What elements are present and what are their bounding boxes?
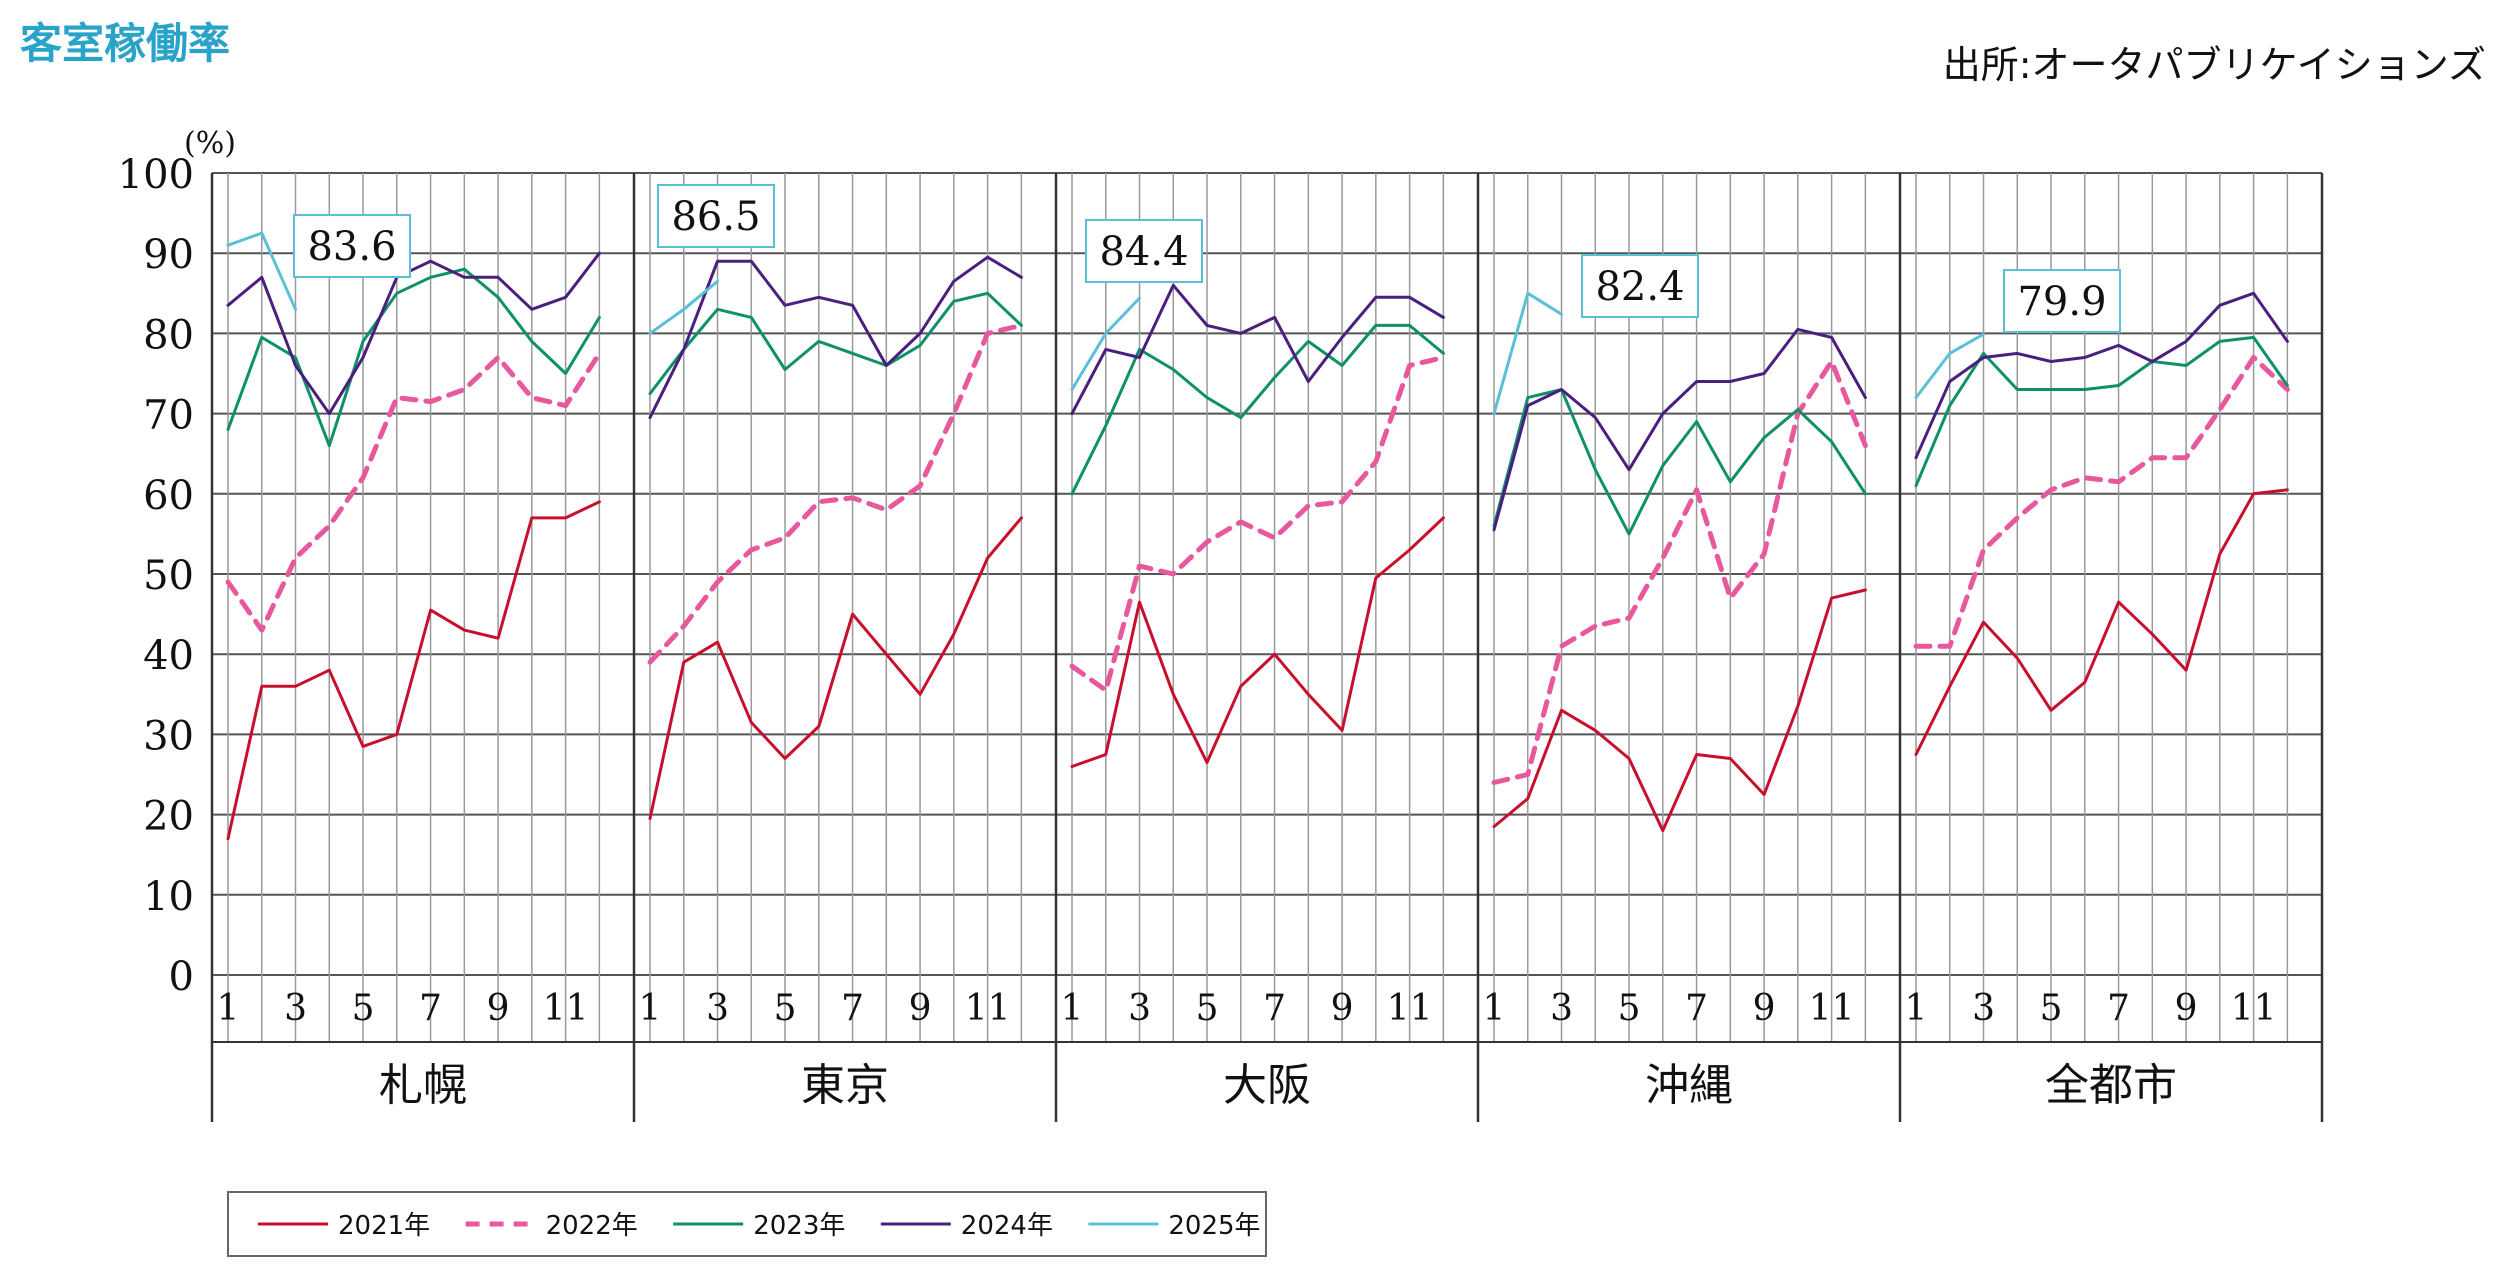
y-tick-label: 90 — [143, 232, 194, 278]
series-line-2023 — [1070, 323, 1445, 496]
x-tick-label: 3 — [1972, 988, 1995, 1029]
legend-label: 2025年 — [1168, 1211, 1260, 1241]
series-line-2024 — [226, 251, 601, 416]
series-line-2025 — [1070, 296, 1141, 391]
y-tick-label: 40 — [143, 633, 194, 679]
chart-title: 客室稼働率 — [20, 19, 231, 68]
series-line-2024 — [1070, 283, 1445, 416]
x-tick-label: 9 — [487, 988, 510, 1029]
x-tick-label: 11 — [1809, 988, 1855, 1029]
x-tick-label: 11 — [543, 988, 589, 1029]
annotation-box — [657, 184, 775, 248]
y-tick-label: 50 — [143, 553, 194, 599]
x-tick-label: 9 — [1331, 988, 1354, 1029]
x-tick-label: 3 — [1128, 988, 1151, 1029]
panel-name: 沖縄 — [1645, 1060, 1733, 1111]
x-tick-label: 5 — [2040, 988, 2063, 1029]
series-line-2024 — [648, 255, 1023, 420]
series-line-2021 — [648, 516, 1023, 821]
x-tick-label: 1 — [639, 988, 662, 1029]
x-tick-label: 1 — [1905, 988, 1928, 1029]
x-tick-label: 7 — [419, 988, 442, 1029]
source-note: 出所:オータパブリケイションズ — [1942, 43, 2486, 87]
x-tick-label: 3 — [706, 988, 729, 1029]
y-tick-label: 0 — [169, 954, 194, 1000]
legend-label: 2022年 — [546, 1211, 638, 1241]
legend: 2021年 2022年 2023年 2024年 2025年 — [227, 1191, 1267, 1257]
x-tick-label: 5 — [1196, 988, 1219, 1029]
annotation-box — [1085, 219, 1203, 283]
x-tick-label: 11 — [1387, 988, 1433, 1029]
series-line-2021 — [1914, 488, 2289, 756]
x-tick-label: 7 — [1685, 988, 1708, 1029]
series-line-2022 — [1491, 359, 1868, 785]
x-tick-label: 11 — [965, 988, 1011, 1029]
x-tick-label: 9 — [1753, 988, 1776, 1029]
series-line-2023 — [226, 267, 601, 448]
series-line-2022 — [647, 322, 1024, 665]
y-tick-label: 10 — [143, 874, 194, 920]
panel-1: 1 3 5 7 9 11 札幌 83.6 — [210, 173, 634, 1122]
annotation-box — [2003, 269, 2121, 333]
x-tick-label: 7 — [1263, 988, 1286, 1029]
series-line-2021 — [1492, 588, 1867, 833]
y-tick-label: 30 — [143, 713, 194, 759]
legend-label: 2023年 — [753, 1211, 845, 1241]
legend-label: 2021年 — [338, 1211, 430, 1241]
series-line-2024 — [1492, 327, 1867, 532]
annotation-value: 86.5 — [671, 194, 760, 240]
x-tick-label: 7 — [2107, 988, 2130, 1029]
series-line-2025 — [1914, 332, 1985, 400]
x-tick-label: 9 — [2175, 988, 2198, 1029]
panel-name: 全都市 — [2045, 1060, 2177, 1111]
y-tick-label: 70 — [143, 393, 194, 439]
series-line-2025 — [648, 279, 719, 335]
annotation-box — [293, 214, 411, 278]
y-tick-label: 100 — [118, 152, 194, 198]
y-tick-label: 80 — [143, 312, 194, 358]
x-tick-label: 5 — [774, 988, 797, 1029]
panel-name: 大阪 — [1223, 1060, 1311, 1111]
y-tick-label: 60 — [143, 473, 194, 519]
series-line-2024 — [1914, 291, 2289, 460]
panel-name: 札幌 — [379, 1060, 467, 1111]
legend-label: 2024年 — [961, 1211, 1053, 1241]
series-line-2022 — [1069, 355, 1446, 693]
x-tick-label: 3 — [284, 988, 307, 1029]
series-line-2025 — [226, 231, 297, 311]
panel-2: 1 3 5 7 9 11 東京 86.5 — [632, 173, 1056, 1122]
x-tick-label: 1 — [1483, 988, 1506, 1029]
x-tick-label: 7 — [841, 988, 864, 1029]
x-tick-label: 1 — [217, 988, 240, 1029]
series-line-2021 — [1070, 516, 1445, 768]
x-tick-label: 9 — [909, 988, 932, 1029]
annotation-box — [1581, 254, 1699, 318]
x-tick-label: 5 — [1618, 988, 1641, 1029]
series-line-2023 — [1914, 335, 2289, 488]
x-tick-label: 5 — [352, 988, 375, 1029]
series-line-2022 — [1913, 355, 2290, 649]
x-tick-label: 1 — [1061, 988, 1084, 1029]
panel-4: 1 3 5 7 9 11 沖縄 82.4 — [1476, 173, 1900, 1122]
annotation-value: 79.9 — [2017, 279, 2106, 325]
annotation-value: 84.4 — [1099, 229, 1188, 275]
series-line-2021 — [226, 500, 601, 841]
x-tick-label: 11 — [2231, 988, 2277, 1029]
annotation-value: 82.4 — [1595, 264, 1684, 310]
series-line-2023 — [648, 291, 1023, 396]
annotation-value: 83.6 — [307, 224, 396, 270]
series-line-2025 — [1492, 291, 1563, 416]
series-line-2022 — [225, 350, 602, 633]
panel-3: 1 3 5 7 9 11 大阪 84.4 — [1054, 173, 1478, 1122]
panel-5: 1 3 5 7 9 11 全都市 79.9 — [1898, 173, 2324, 1122]
series-line-2023 — [1492, 388, 1867, 536]
y-tick-label: 20 — [143, 794, 194, 840]
y-unit-label: (%) — [184, 126, 236, 161]
panel-name: 東京 — [801, 1060, 889, 1111]
x-tick-label: 3 — [1550, 988, 1573, 1029]
